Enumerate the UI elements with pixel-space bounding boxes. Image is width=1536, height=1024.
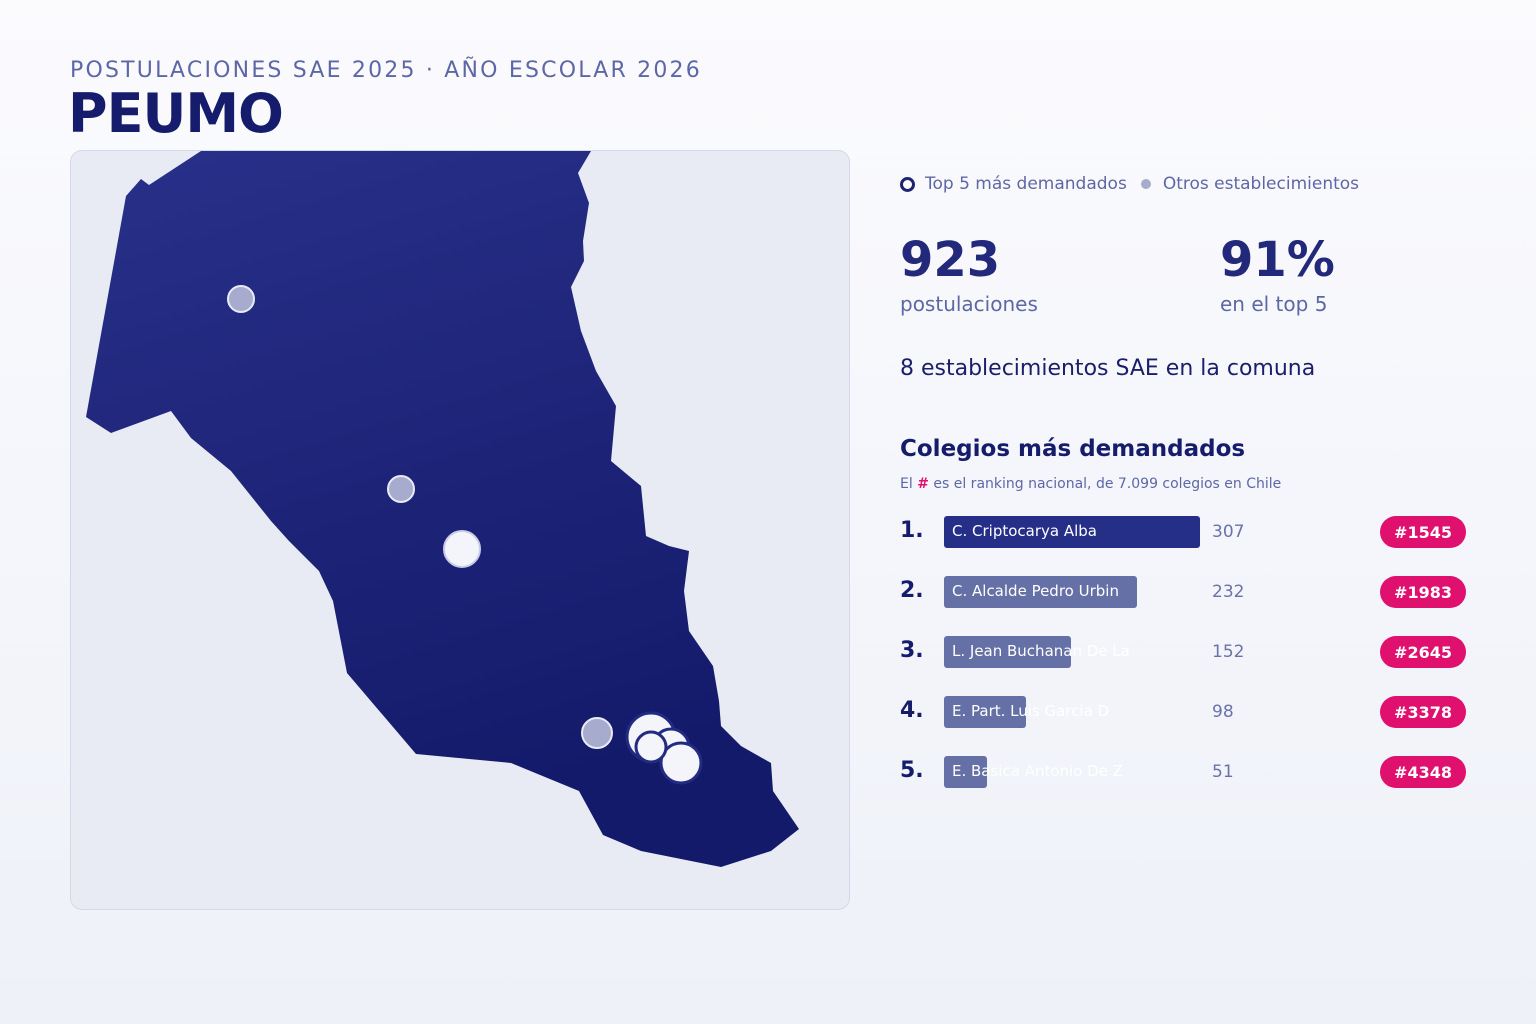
map-panel[interactable]: [70, 150, 850, 910]
ranking-note-hash: #: [917, 476, 929, 492]
map-legend: Top 5 más demandados Otros establecimien…: [900, 174, 1359, 194]
other-dot-icon: [1140, 179, 1151, 189]
top5-share-label: en el top 5: [1220, 292, 1328, 316]
national-rank-badge: #2645: [1380, 636, 1466, 668]
ranking-row[interactable]: 2. C. Alcalde Pedro Urbin 232 #1983: [900, 576, 1466, 608]
ranking-position: 5.: [900, 758, 924, 783]
applications-bar: [944, 756, 987, 788]
other-school-marker: [387, 475, 415, 503]
commune-map[interactable]: [71, 151, 850, 910]
applications-bar: [944, 696, 1026, 728]
school-name: L. Jean Buchanan De La: [952, 642, 1130, 660]
ranking-position: 3.: [900, 638, 924, 663]
schools-count-line: 8 establecimientos SAE en la comuna: [900, 356, 1316, 381]
top5-school-marker: [659, 741, 703, 785]
other-school-marker: [581, 717, 613, 749]
applications-value: 152: [1212, 642, 1245, 662]
national-rank-badge: #3378: [1380, 696, 1466, 728]
ranking-position: 2.: [900, 578, 924, 603]
applications-value: 98: [1212, 702, 1234, 722]
applications-bar: [944, 516, 1200, 548]
ranking-row[interactable]: 1. C. Criptocarya Alba 307 #1545: [900, 516, 1466, 548]
applications-label: postulaciones: [900, 292, 1038, 316]
school-name: E. Basica Antonio De Z: [952, 762, 1123, 780]
legend-top5-label: Top 5 más demandados: [925, 174, 1127, 194]
page-title: PEUMO: [68, 82, 284, 145]
legend-others-label: Otros establecimientos: [1162, 174, 1360, 194]
applications-bar: [944, 636, 1071, 668]
top5-school-markers: [443, 530, 703, 785]
ranking-position: 4.: [900, 698, 924, 723]
page-subtitle: POSTULACIONES SAE 2025 · AÑO ESCOLAR 202…: [70, 58, 702, 83]
ranking-note: El # es el ranking nacional, de 7.099 co…: [900, 476, 1281, 492]
commune-boundary: [86, 151, 799, 867]
top5-share: 91%: [1220, 232, 1335, 288]
applications-bar: [944, 576, 1137, 608]
ranking-row[interactable]: 5. E. Basica Antonio De Z 51 #4348: [900, 756, 1466, 788]
ranking-position: 1.: [900, 518, 924, 543]
top5-ring-icon: [900, 176, 915, 192]
national-rank-badge: #1983: [1380, 576, 1466, 608]
other-school-marker: [227, 285, 255, 313]
top5-school-marker: [443, 530, 481, 568]
school-name: C. Criptocarya Alba: [952, 522, 1097, 540]
other-school-markers: [227, 285, 613, 749]
national-rank-badge: #4348: [1380, 756, 1466, 788]
school-name: E. Part. Luis Garcia D: [952, 702, 1110, 720]
applications-count: 923: [900, 232, 1001, 288]
ranking-title: Colegios más demandados: [900, 436, 1246, 462]
ranking-note-suffix: es el ranking nacional, de 7.099 colegio…: [928, 476, 1282, 492]
applications-value: 307: [1212, 522, 1245, 542]
applications-value: 51: [1212, 762, 1234, 782]
ranking-row[interactable]: 3. L. Jean Buchanan De La 152 #2645: [900, 636, 1466, 668]
national-rank-badge: #1545: [1380, 516, 1466, 548]
applications-value: 232: [1212, 582, 1245, 602]
ranking-row[interactable]: 4. E. Part. Luis Garcia D 98 #3378: [900, 696, 1466, 728]
top5-school-marker: [634, 730, 668, 764]
school-name: C. Alcalde Pedro Urbin: [952, 582, 1119, 600]
ranking-note-prefix: El: [900, 476, 918, 492]
